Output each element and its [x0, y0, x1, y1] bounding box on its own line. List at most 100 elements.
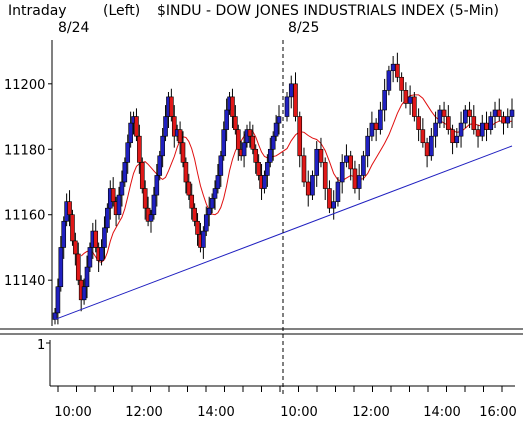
candle-body — [424, 142, 430, 157]
candle-body — [212, 188, 218, 199]
candle-body — [81, 286, 87, 301]
candle-body — [446, 116, 451, 130]
candle-body — [73, 240, 78, 255]
candle-body — [134, 116, 139, 137]
candle-body — [412, 96, 417, 117]
candle-body — [276, 116, 282, 124]
candle-body — [70, 214, 75, 242]
candle-body — [484, 122, 489, 130]
y-tick-label: 11140 — [4, 274, 45, 289]
candle-body — [505, 116, 511, 124]
candle-body — [344, 155, 349, 163]
candle-body — [116, 194, 122, 216]
x-tick-label: 14:00 — [423, 405, 460, 420]
candle-body — [416, 116, 421, 130]
candle-body — [335, 181, 341, 202]
candle-body — [429, 135, 434, 157]
candle-body — [206, 207, 212, 216]
candle-body — [142, 188, 148, 209]
candle-body — [284, 96, 290, 117]
candle-body — [58, 247, 64, 288]
x-tick-label: 12:00 — [125, 405, 162, 420]
candle-body — [314, 148, 320, 176]
candle-body — [270, 135, 276, 150]
candle-body — [84, 266, 90, 288]
candle-body — [352, 168, 358, 189]
candle-body — [105, 207, 110, 229]
candle-body — [110, 188, 116, 202]
candle-body — [369, 122, 375, 137]
candle-body — [183, 162, 189, 183]
y-tick-label: 11200 — [4, 78, 45, 93]
candle-body — [467, 109, 472, 117]
candle-body — [265, 162, 270, 176]
candle-body — [230, 96, 235, 117]
candle-body — [331, 201, 336, 209]
chart-title: $INDU - DOW JONES INDUSTRIALS INDEX (5-M… — [157, 3, 499, 19]
candle-body — [171, 116, 177, 137]
candle-body — [180, 142, 186, 163]
candle-body — [441, 109, 447, 117]
candle-body — [262, 175, 267, 189]
candle-body — [327, 188, 332, 209]
candle-body — [99, 247, 104, 261]
candle-body — [195, 220, 200, 235]
candle-body — [463, 109, 468, 124]
lower-panel-label: 1 — [37, 338, 45, 353]
candle-body — [301, 155, 307, 183]
candle-body — [128, 122, 133, 144]
candle-body — [407, 96, 413, 104]
candle-body — [310, 175, 315, 196]
candle-body — [93, 230, 99, 248]
x-tick-label: 12:00 — [352, 405, 389, 420]
candle-body — [365, 135, 370, 157]
candle-body — [339, 162, 345, 183]
candle-body — [209, 198, 215, 209]
x-axis-ticks: 10:00 12:00 14:00 10:00 12:00 14:00 16:00 — [54, 386, 517, 420]
candle-body — [119, 181, 125, 196]
candle-body — [55, 286, 61, 314]
candle-body — [67, 201, 72, 216]
candle-body — [475, 129, 481, 137]
candle-body — [496, 109, 502, 117]
lower-panel — [46, 340, 515, 387]
candle-body — [386, 70, 392, 91]
candle-body — [501, 116, 506, 124]
candle-body — [297, 116, 303, 157]
candle-body — [267, 148, 273, 163]
candle-body — [356, 175, 362, 189]
candle-body — [361, 155, 366, 176]
candle-body — [75, 253, 81, 281]
x-tick-label: 14:00 — [197, 405, 234, 420]
candle-body — [420, 129, 426, 144]
candle-body — [247, 129, 253, 137]
candle-body — [318, 148, 324, 163]
date-label-day1: 8/24 — [58, 20, 90, 36]
candle-body — [293, 83, 298, 117]
candle-body — [169, 96, 174, 117]
candle-body — [61, 220, 67, 248]
candle-body — [102, 227, 107, 248]
candle-body — [253, 148, 259, 163]
candle-body — [378, 109, 383, 130]
y-tick-label: 11180 — [4, 143, 45, 158]
candle-body — [151, 194, 157, 216]
candle-body — [189, 194, 195, 209]
candle-body — [218, 155, 224, 176]
candle-body — [221, 129, 227, 157]
candle-body — [399, 76, 404, 91]
x-tick-label: 10:00 — [280, 405, 317, 420]
candle-body — [492, 109, 498, 117]
candle-body — [203, 214, 209, 232]
candle-body — [235, 129, 241, 150]
candle-body — [305, 181, 311, 196]
candle-body — [488, 116, 494, 130]
x-tick-label: 16:00 — [479, 405, 516, 420]
x-tick-label: 10:00 — [54, 405, 91, 420]
y-axis-ticks: 11140 11160 11180 11200 — [4, 78, 52, 289]
candle-body — [256, 162, 261, 176]
candle-body — [437, 109, 443, 124]
candle-body — [122, 162, 128, 183]
candle-body — [148, 214, 154, 222]
candle-body — [273, 122, 279, 137]
